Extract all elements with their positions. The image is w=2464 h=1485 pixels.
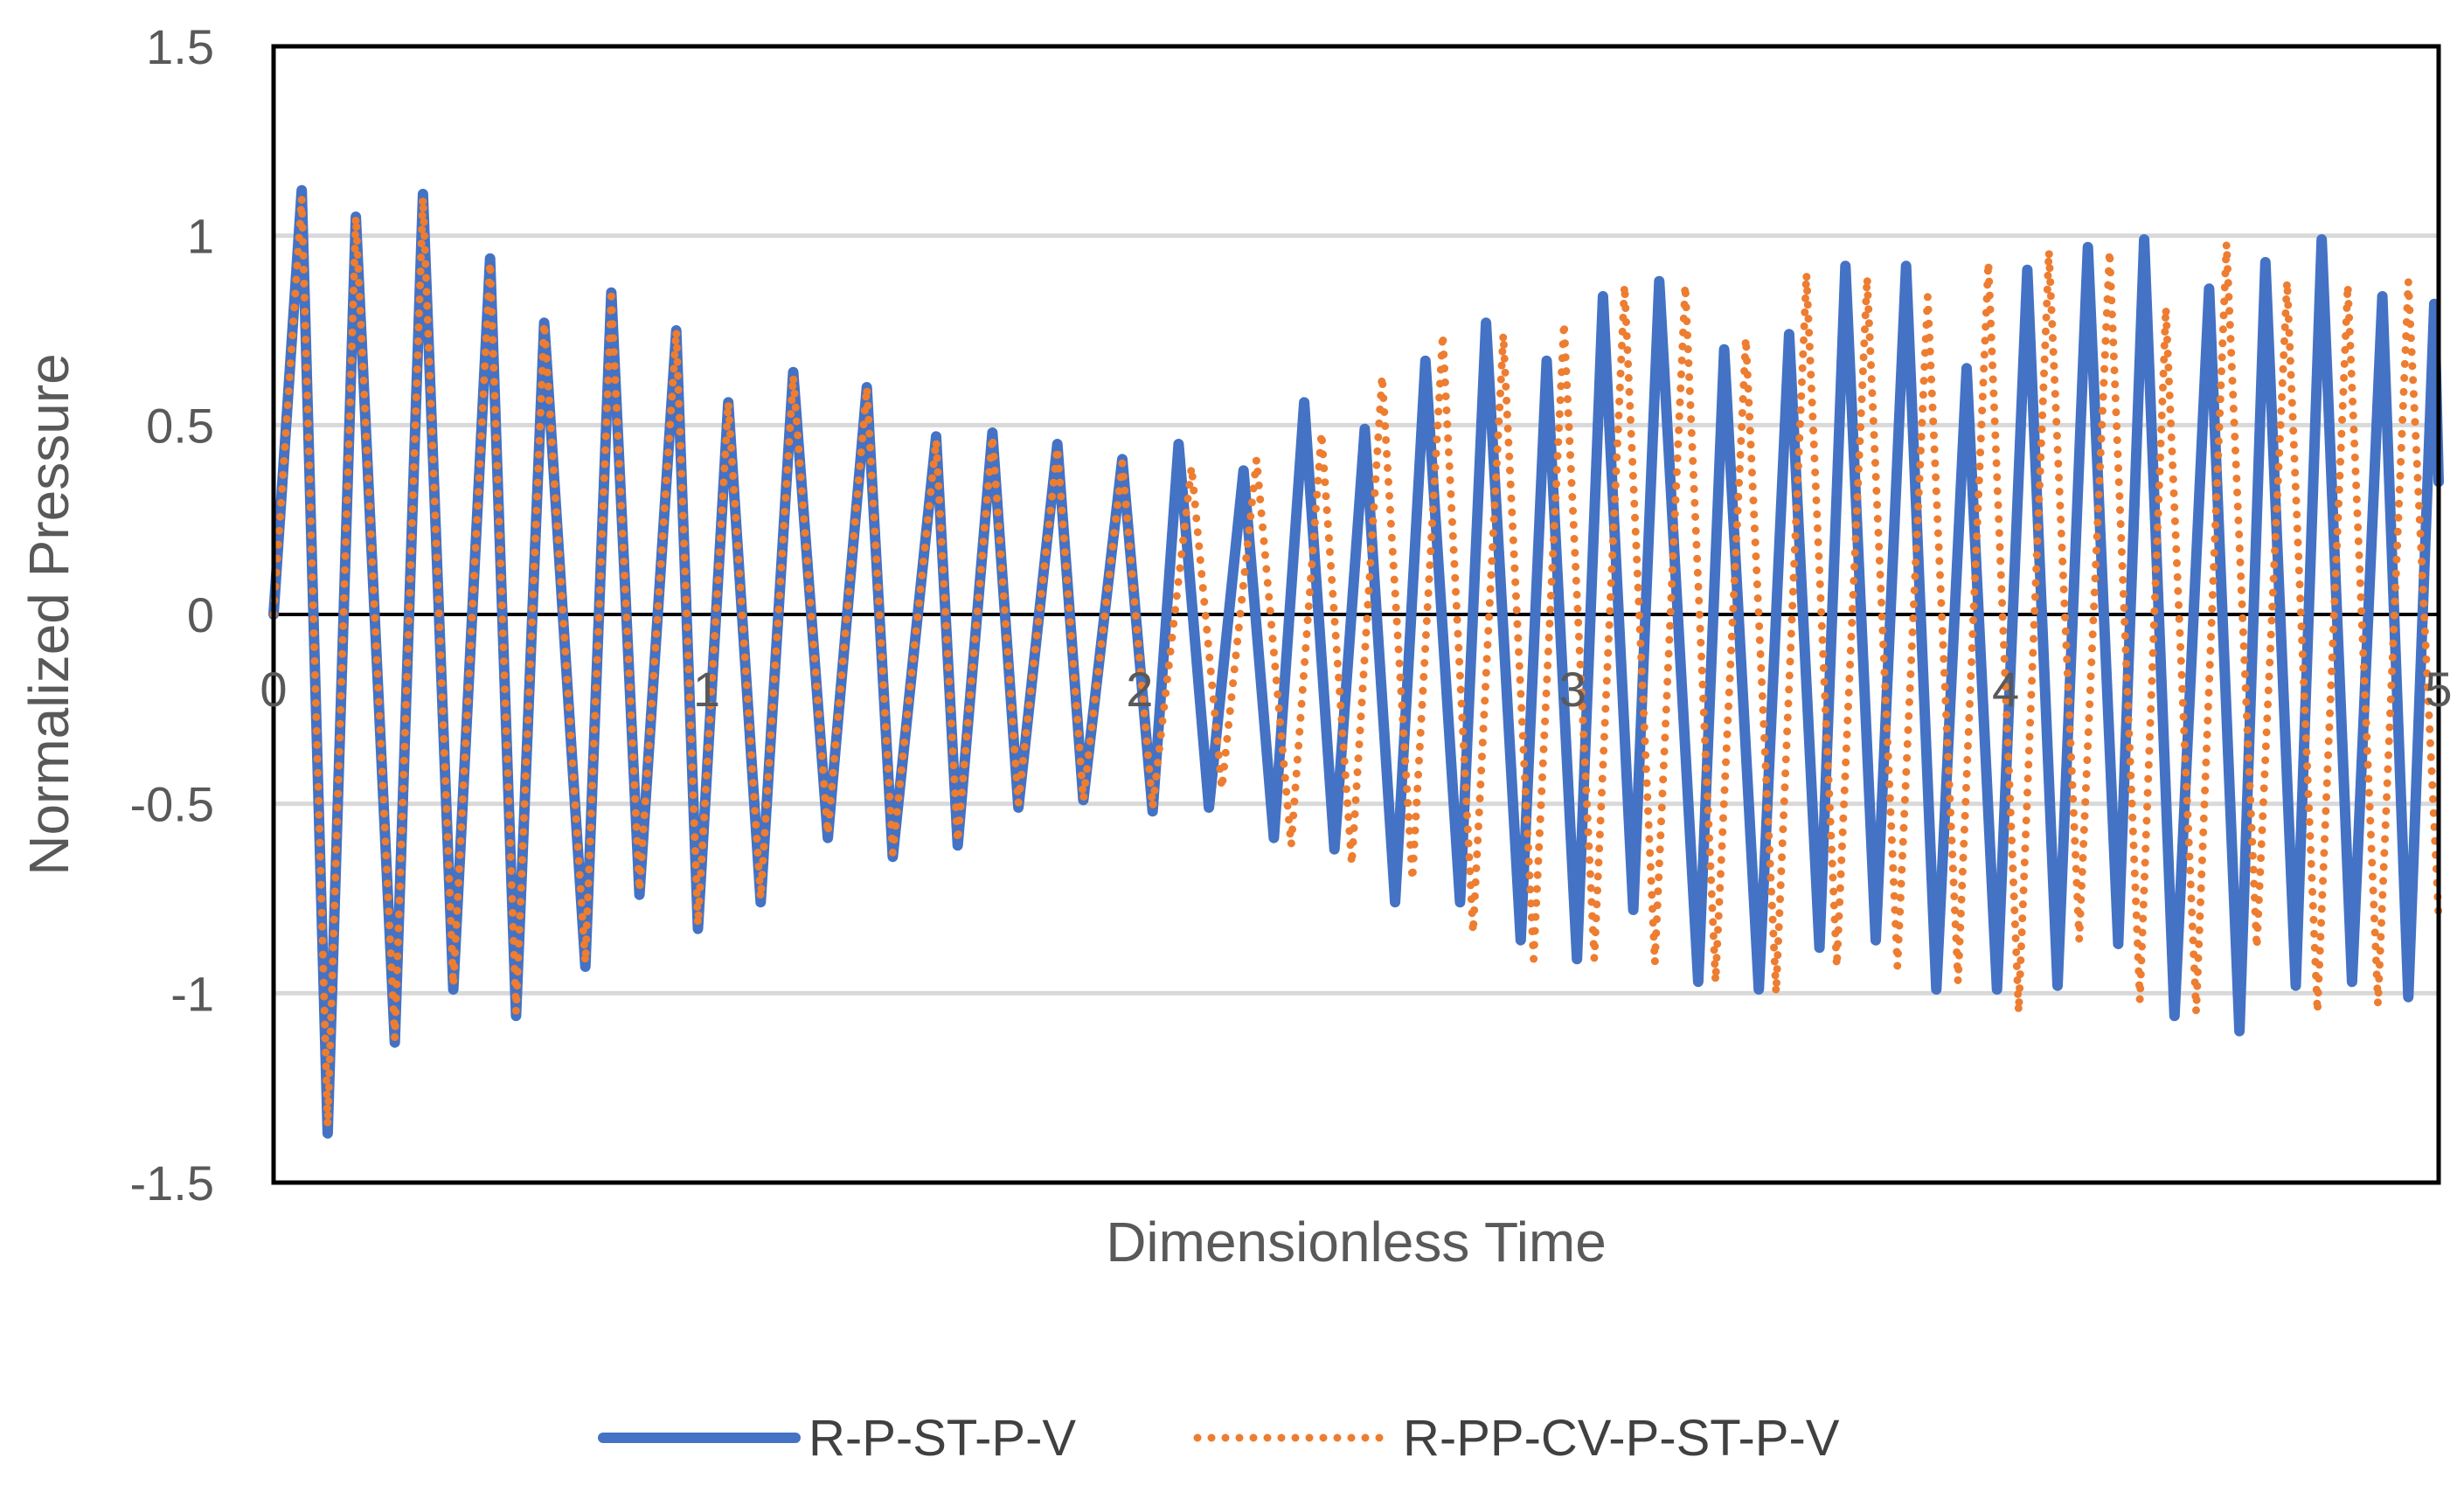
x-tick-label: 2 bbox=[1126, 662, 1153, 717]
y-tick-label: -0.5 bbox=[130, 777, 215, 832]
x-tick-label: 0 bbox=[260, 662, 287, 717]
y-tick-label: 0 bbox=[187, 587, 214, 642]
legend: R-P-ST-P-V R-PP-CV-P-ST-P-V bbox=[598, 1410, 1840, 1467]
y-tick-label: -1 bbox=[170, 966, 214, 1021]
legend-label-r-pp-cv-p-st-p-v: R-PP-CV-P-ST-P-V bbox=[1403, 1410, 1840, 1467]
x-tick-labels: 0 1 2 3 4 5 bbox=[260, 662, 2452, 717]
x-tick-label: 3 bbox=[1559, 662, 1586, 717]
y-axis-title: Normalized Pressure bbox=[17, 353, 80, 876]
x-axis-title: Dimensionless Time bbox=[1106, 1211, 1607, 1273]
x-tick-label: 1 bbox=[693, 662, 720, 717]
series-line-r-p-st-p-v bbox=[268, 184, 2444, 1139]
series-layer bbox=[268, 184, 2444, 1139]
y-tick-labels: 1.5 1 0.5 0 -0.5 -1 -1.5 bbox=[130, 19, 215, 1211]
x-tick-label: 4 bbox=[1992, 662, 2019, 717]
plot-area-border bbox=[271, 44, 2441, 1185]
y-tick-label: 0.5 bbox=[146, 398, 214, 453]
y-tick-label: -1.5 bbox=[130, 1155, 215, 1211]
legend-label-r-p-st-p-v: R-P-ST-P-V bbox=[809, 1410, 1076, 1467]
x-tick-label: 5 bbox=[2425, 662, 2452, 717]
y-tick-label: 1 bbox=[187, 209, 214, 264]
y-tick-label: 1.5 bbox=[146, 19, 214, 74]
